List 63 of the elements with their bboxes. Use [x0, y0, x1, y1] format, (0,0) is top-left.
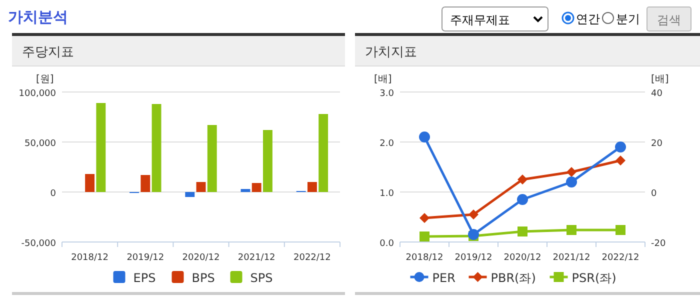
point [420, 213, 430, 223]
y2-tick-label: 0 [651, 189, 657, 199]
x-tick-label: 2020/12 [504, 253, 542, 263]
legend-label: PER [432, 271, 456, 285]
x-tick-label: 2021/12 [552, 253, 590, 263]
point [616, 225, 626, 235]
point [566, 225, 576, 235]
bar [207, 125, 217, 192]
y-axis-title: [배] [374, 74, 392, 85]
y2-tick-label: -20 [651, 239, 666, 249]
x-tick-label: 2019/12 [126, 253, 164, 263]
legend-label: BPS [192, 271, 215, 285]
x-tick-label: 2018/12 [406, 253, 444, 263]
bar [185, 192, 195, 197]
chart-title: 가치지표 [365, 45, 417, 60]
y-tick-label: 0 [50, 189, 56, 199]
bar [318, 114, 328, 192]
bar [152, 104, 162, 192]
y-tick-label: 50,000 [24, 139, 56, 149]
y-axis-title: [원] [36, 74, 54, 85]
point [615, 142, 626, 152]
y-tick-label: 100,000 [18, 89, 56, 99]
bar [240, 189, 250, 192]
y-tick-label: 3.0 [380, 89, 394, 99]
text: 주재무제표 [450, 13, 510, 27]
text: 가치분석 [8, 8, 68, 26]
text: 분기 [616, 12, 640, 26]
y-tick-label: 0.0 [380, 239, 394, 249]
y2-tick-label: 40 [651, 89, 663, 99]
legend-label: PBR(좌) [490, 271, 536, 285]
y-tick-label: 2.0 [380, 139, 394, 149]
x-tick-label: 2020/12 [182, 253, 220, 263]
bar [85, 174, 95, 192]
text: 연간 [576, 12, 600, 26]
point [518, 174, 528, 184]
point [517, 194, 528, 205]
bar [262, 130, 272, 192]
x-tick-label: 2018/12 [71, 253, 108, 263]
point [518, 226, 528, 236]
legend-label: SPS [250, 271, 273, 285]
legend-label: EPS [133, 271, 156, 285]
point [419, 132, 430, 142]
bar [140, 175, 150, 192]
point [616, 156, 626, 166]
point [420, 232, 430, 242]
bar [96, 103, 106, 192]
point [566, 167, 576, 177]
bar [196, 182, 206, 192]
x-tick-label: 2019/12 [454, 253, 492, 263]
chart-title: 주당지표 [22, 45, 74, 60]
x-tick-label: 2021/12 [238, 253, 276, 263]
bar [252, 183, 262, 192]
bar [307, 182, 317, 192]
point [468, 210, 478, 220]
y2-tick-label: 20 [651, 139, 663, 149]
x-tick-label: 2022/12 [602, 253, 640, 263]
point [566, 176, 577, 188]
y-tick-label: 1.0 [380, 189, 394, 199]
y-tick-label: -50,000 [21, 239, 56, 249]
text: 검색 [657, 13, 681, 27]
legend-label: PSR(좌) [572, 271, 616, 285]
x-tick-label: 2022/12 [294, 253, 331, 263]
y2-axis-title: [배] [651, 74, 669, 85]
